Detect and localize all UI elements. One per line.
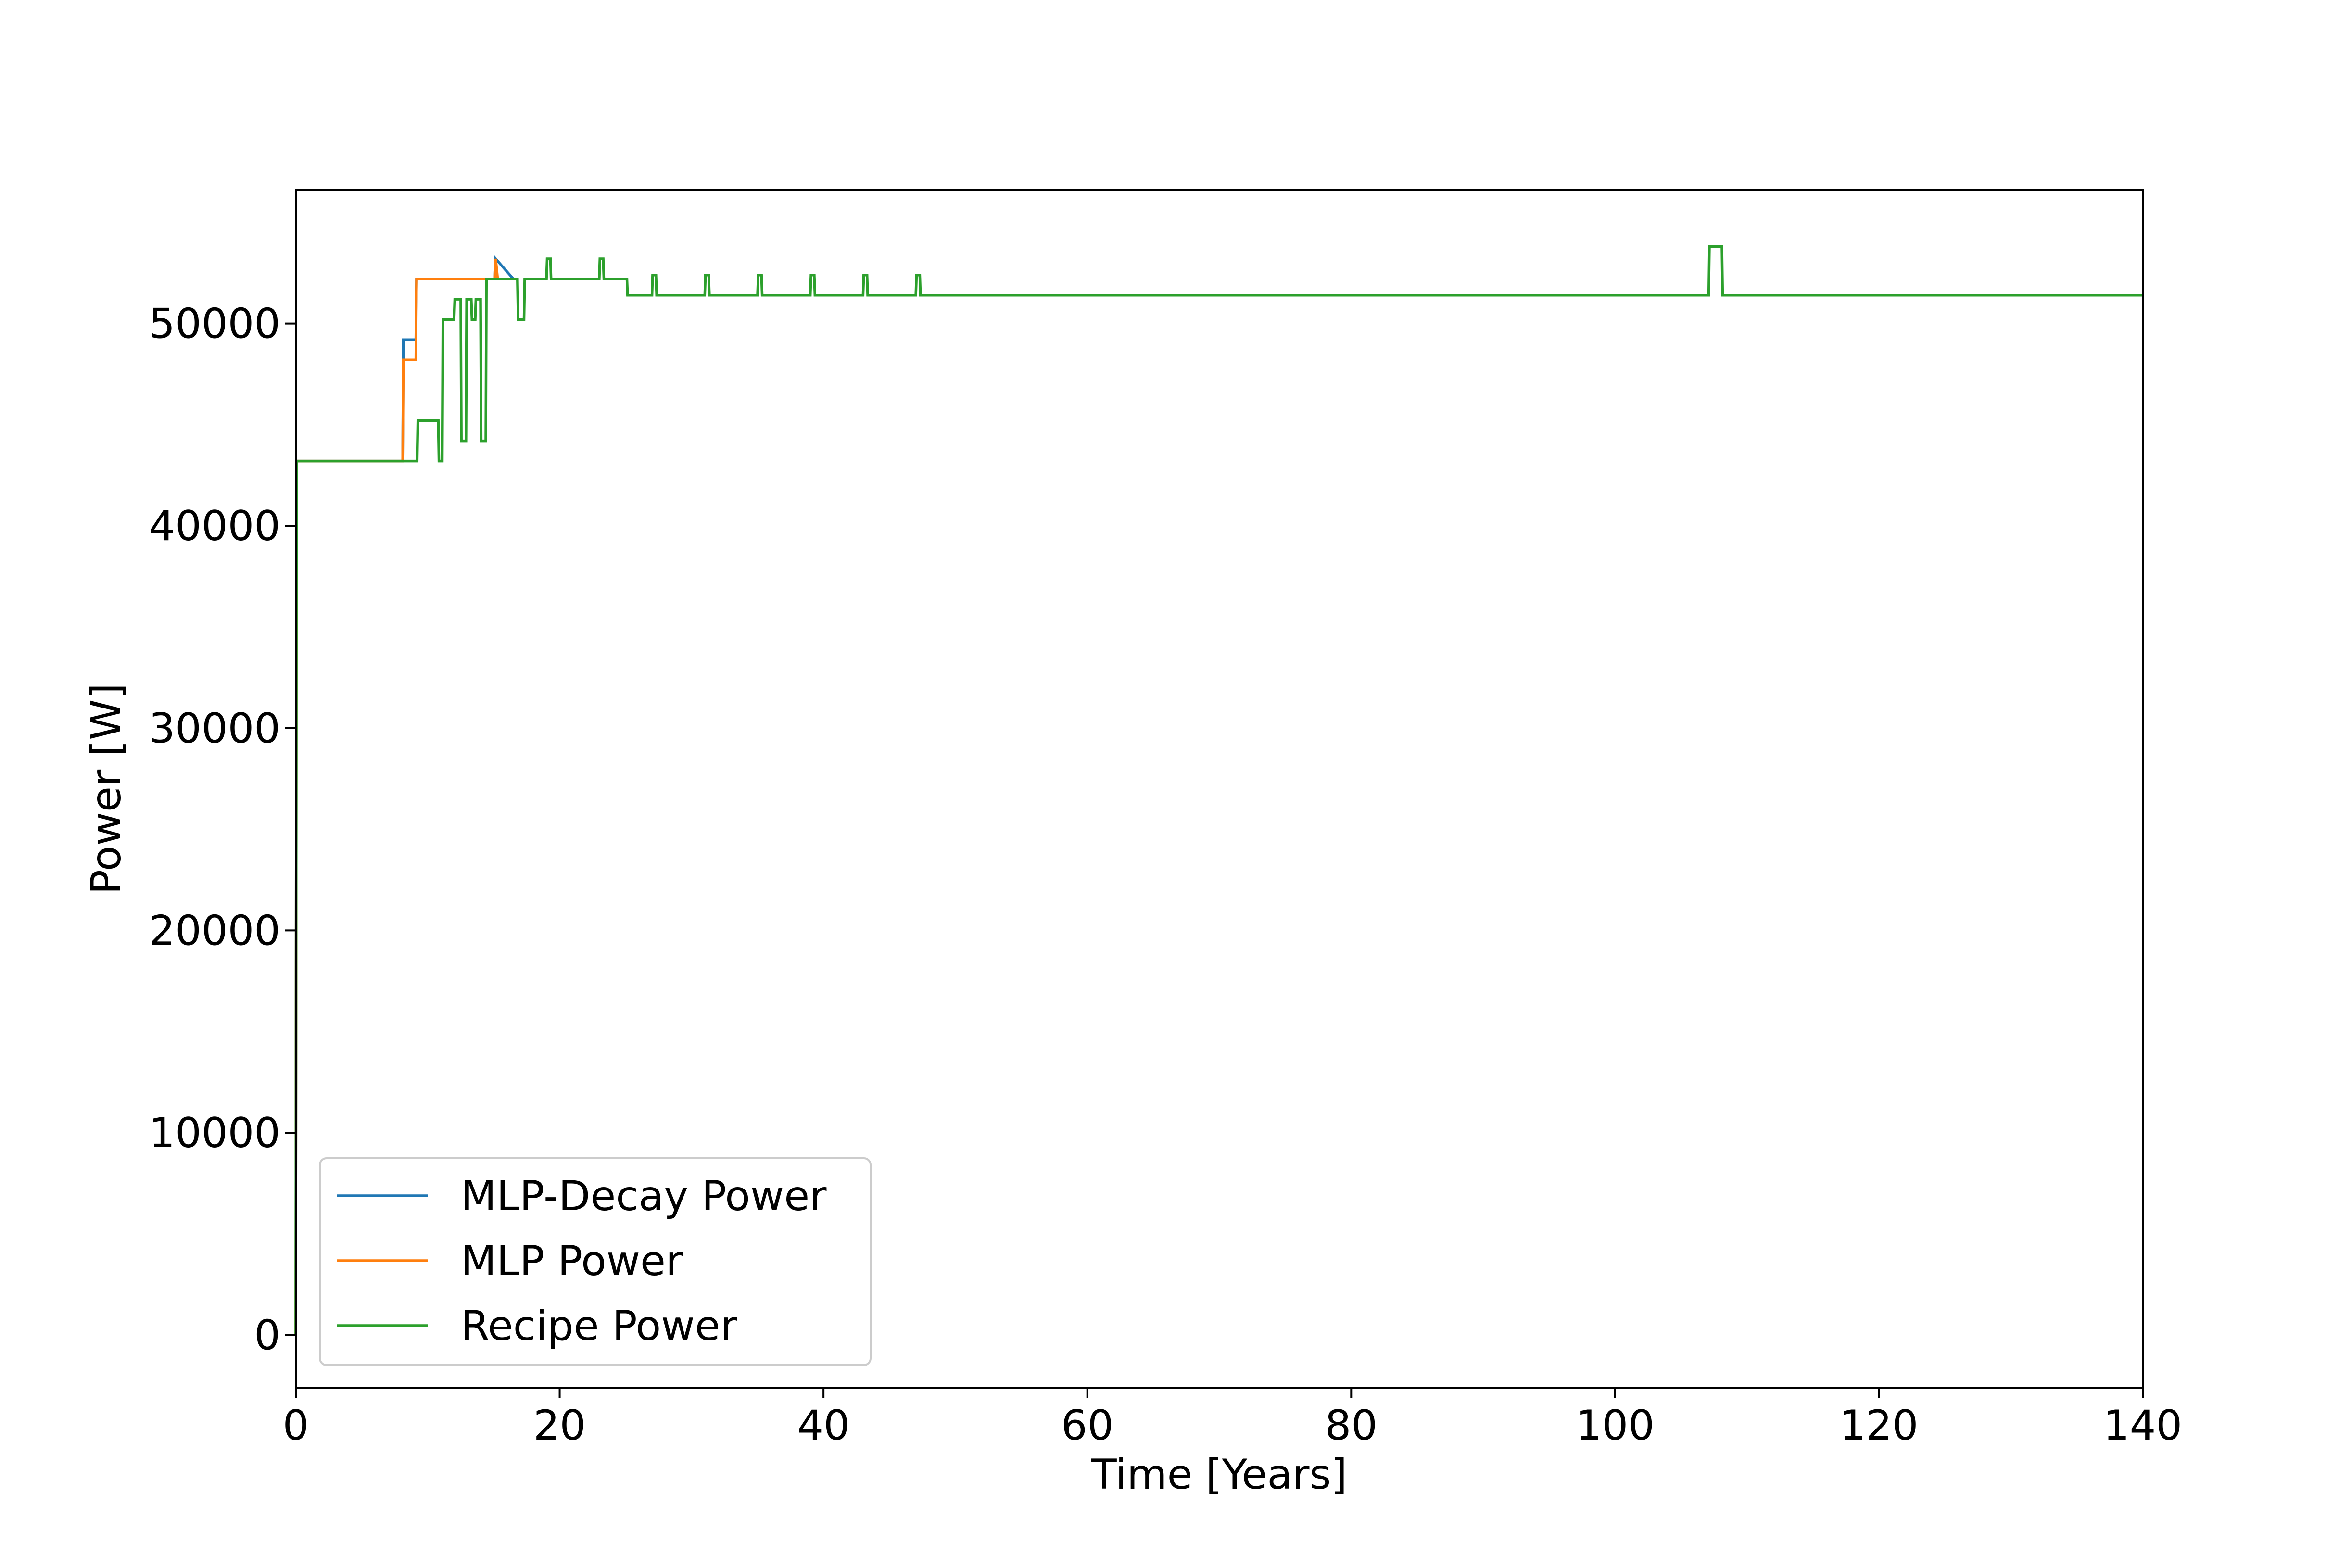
x-tick-label: 100 <box>1576 1402 1655 1450</box>
y-axis-label: Power [W] <box>82 683 130 895</box>
legend: MLP-Decay Power MLP Power Recipe Power <box>319 1157 872 1366</box>
series-layer <box>294 245 2143 1335</box>
series-line-2 <box>294 245 2143 1335</box>
x-tick-label: 0 <box>283 1402 309 1450</box>
y-axis: 0 10000 20000 30000 40000 50000 <box>149 300 296 1360</box>
x-tick-label: 120 <box>1839 1402 1918 1450</box>
y-tick-label: 20000 <box>149 907 280 955</box>
x-tick-label: 80 <box>1325 1402 1378 1450</box>
plot-frame <box>295 189 2144 1389</box>
x-axis: 0 20 40 60 80 100 120 140 <box>283 1388 2182 1450</box>
x-tick-label: 140 <box>2103 1402 2182 1450</box>
y-tick-label: 50000 <box>149 300 280 348</box>
legend-label: MLP-Decay Power <box>461 1172 827 1220</box>
legend-box <box>319 1157 872 1366</box>
y-tick-label: 30000 <box>149 705 280 753</box>
y-tick-label: 40000 <box>149 502 280 550</box>
x-tick-label: 20 <box>533 1402 586 1450</box>
x-tick-label: 60 <box>1061 1402 1113 1450</box>
y-tick-label: 10000 <box>149 1109 280 1157</box>
legend-label: Recipe Power <box>461 1302 737 1350</box>
x-axis-label: Time [Years] <box>1091 1451 1347 1499</box>
y-tick-label: 0 <box>254 1312 280 1360</box>
x-tick-label: 40 <box>797 1402 849 1450</box>
legend-label: MLP Power <box>461 1237 683 1285</box>
